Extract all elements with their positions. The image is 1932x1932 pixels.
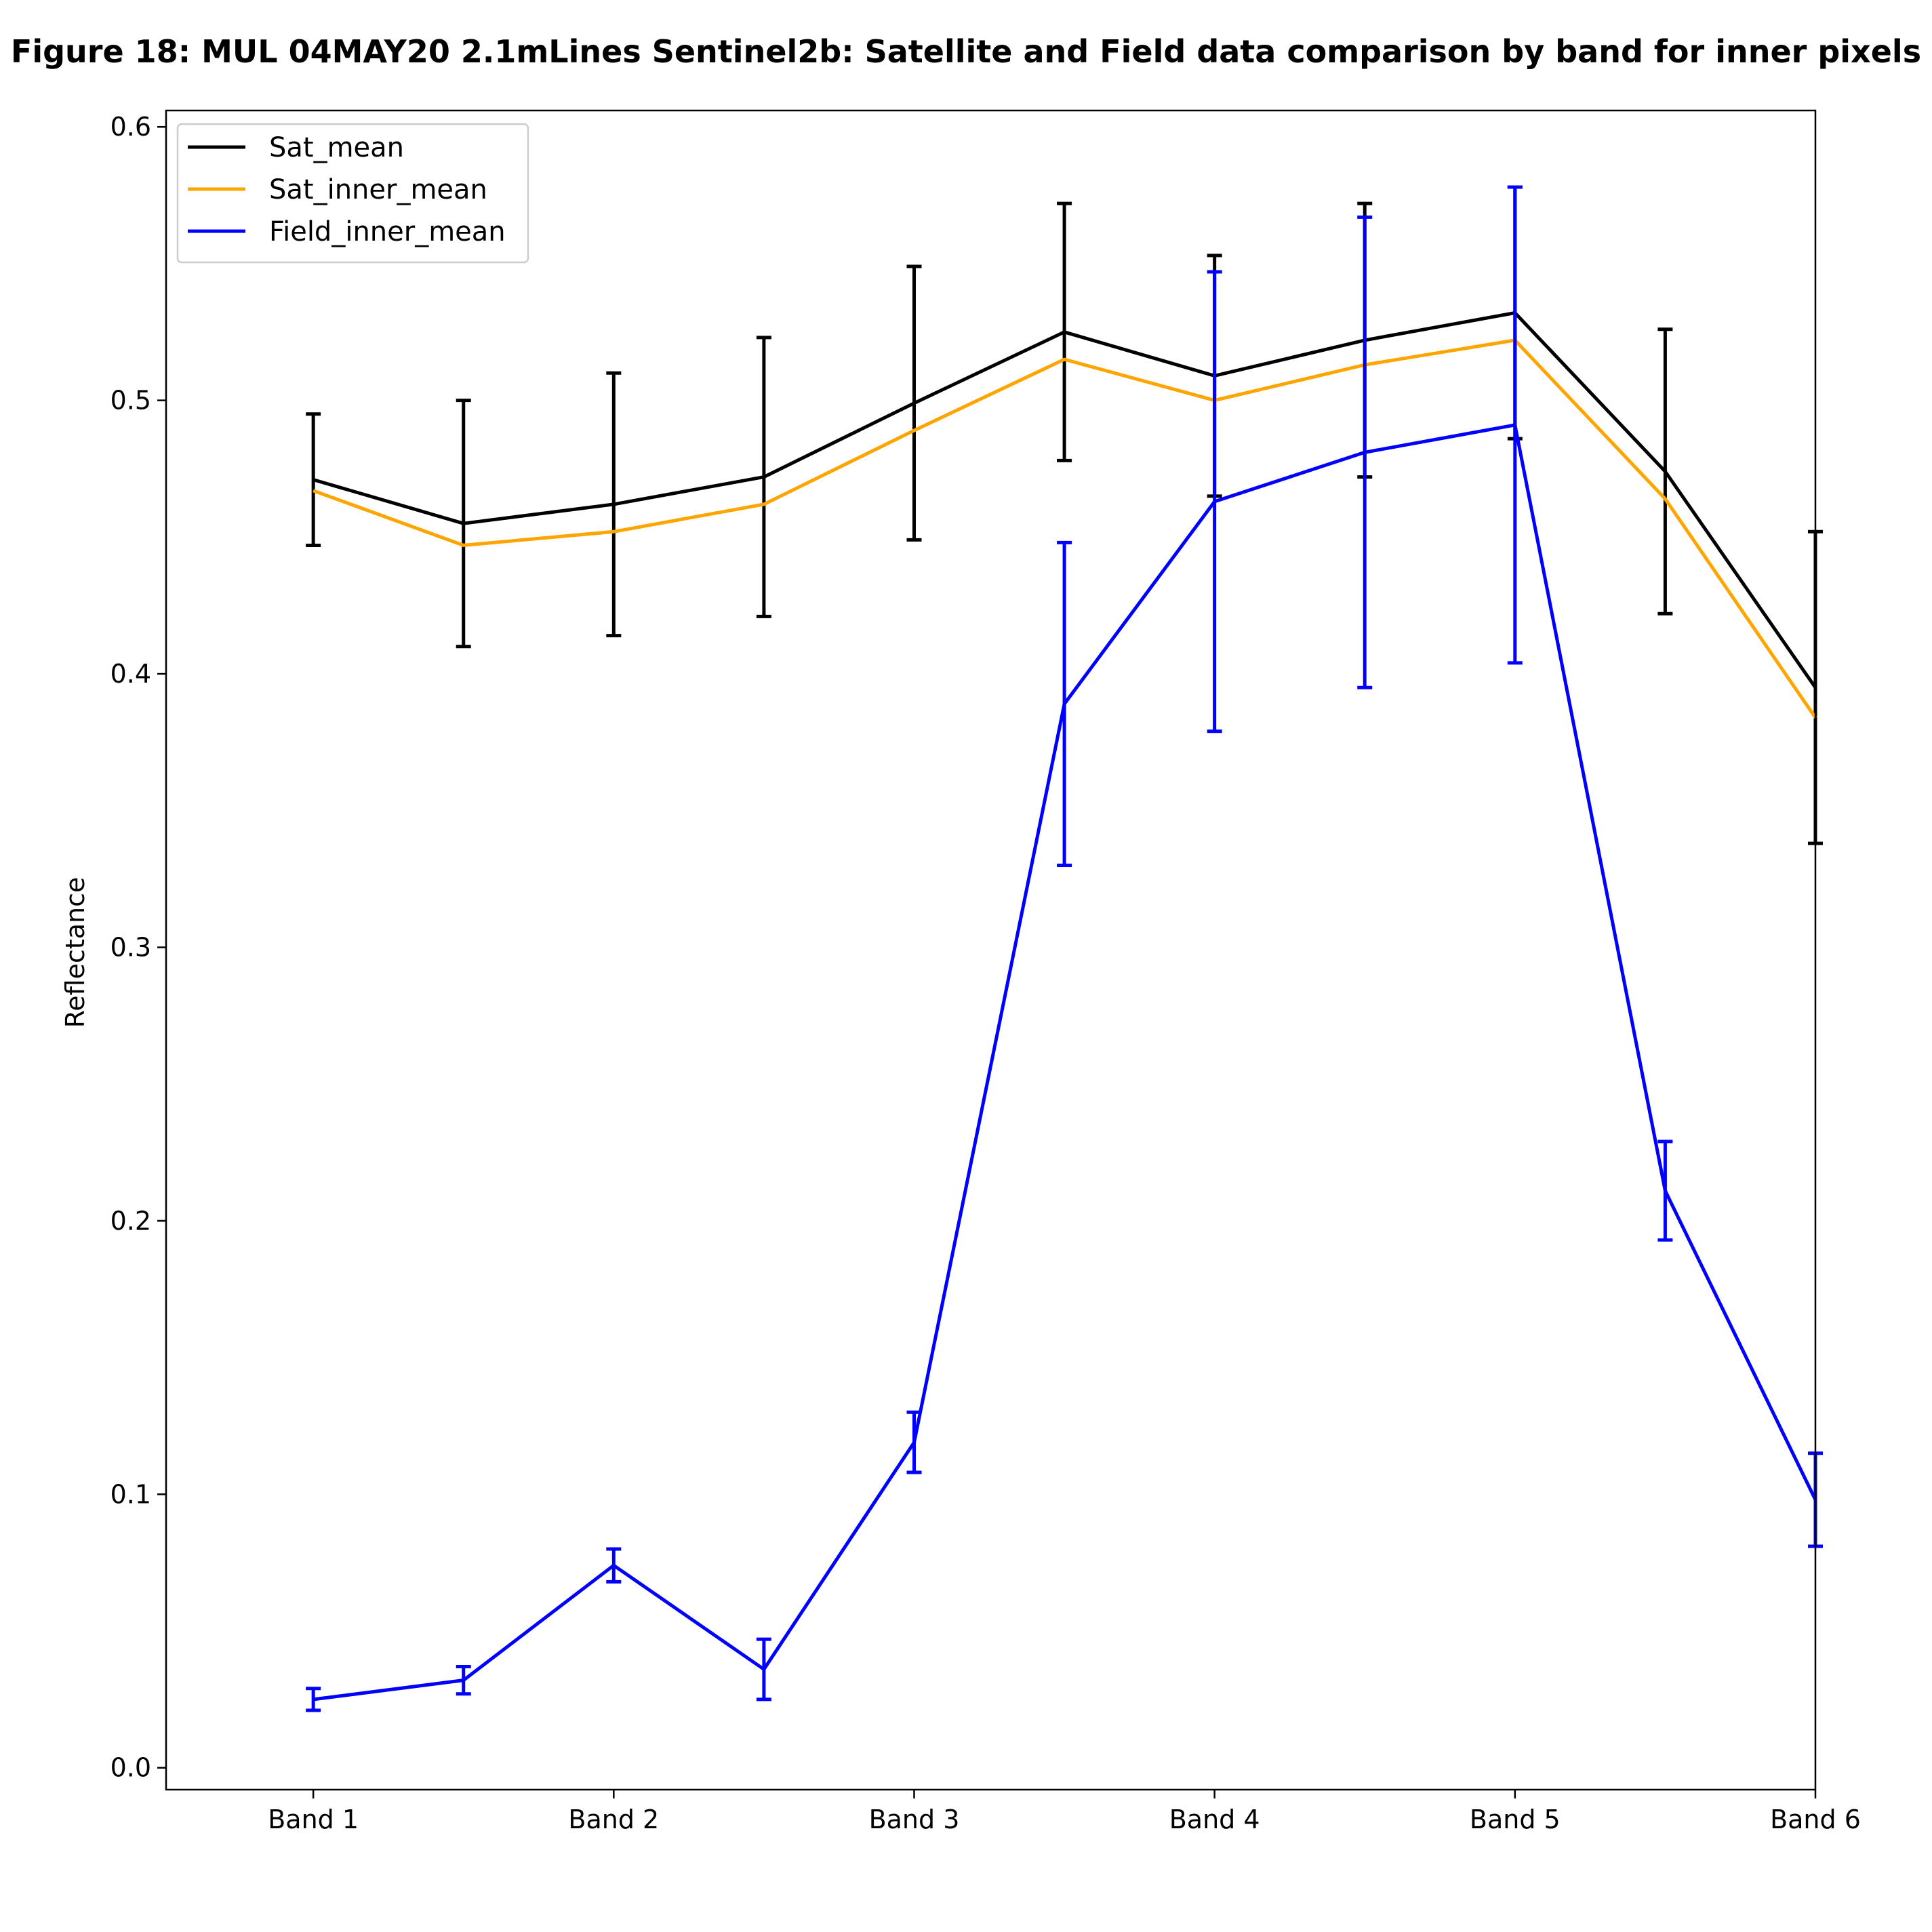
y-tick-label: 0.6 (110, 112, 151, 142)
y-tick-label: 0.3 (110, 932, 151, 962)
x-tick-label: Band 2 (568, 1805, 659, 1834)
legend-label: Sat_inner_mean (269, 174, 487, 205)
y-tick-label: 0.5 (110, 386, 151, 416)
series-sat-inner-mean (313, 338, 1817, 719)
x-tick-label: Band 1 (268, 1805, 359, 1834)
series-field-inner-mean (306, 185, 1823, 1712)
series-line (313, 423, 1817, 1702)
legend: Sat_mean Sat_inner_mean Field_inner_mean (176, 123, 529, 264)
legend-box (176, 123, 529, 264)
x-tick-label: Band 5 (1470, 1805, 1561, 1834)
y-axis-label: Reflectance (60, 877, 90, 1028)
x-tick-label: Band 4 (1169, 1805, 1260, 1834)
chart-title: Figure 18: MUL 04MAY20 2.1mLines Sentine… (11, 33, 1921, 70)
x-tick-label: Band 6 (1770, 1805, 1861, 1834)
y-tick-label: 0.2 (110, 1206, 151, 1236)
series-line (313, 338, 1817, 719)
plot-frame (165, 109, 1817, 1791)
y-tick-label: 0.1 (110, 1479, 151, 1509)
axes: 0.0 0.1 0.2 0.3 0.4 0.5 0.6 Band 1 Band 2 Band 3 B… (110, 109, 1861, 1834)
x-tick-label: Band 3 (869, 1805, 960, 1834)
legend-label: Sat_mean (269, 132, 404, 163)
y-tick-label: 0.0 (110, 1753, 151, 1783)
legend-label: Field_inner_mean (269, 216, 506, 247)
y-tick-label: 0.4 (110, 659, 151, 689)
series-line (313, 311, 1817, 689)
